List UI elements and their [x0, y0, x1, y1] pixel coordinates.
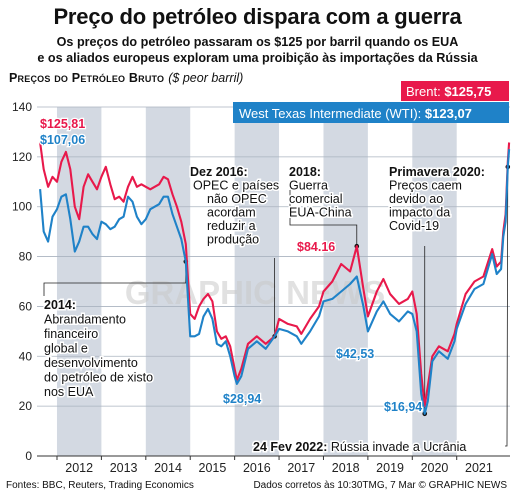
annotation-line: OPEC e países	[193, 179, 279, 193]
annotation-head: Dez 2016:	[190, 165, 248, 179]
x-tick-label: 2018	[332, 461, 360, 475]
annotation-line: produção	[207, 233, 259, 247]
y-axis-ticks: 0 20 40 60 80 100 120 140	[12, 100, 32, 463]
legend-brent-box	[401, 81, 509, 101]
annotation-line: desenvolvimento	[44, 356, 138, 370]
value-label-brent: $84.16	[297, 240, 335, 254]
annotation-leader	[289, 190, 358, 247]
chart-subtitle-line-2: e os aliados europeus exploram uma proib…	[37, 51, 478, 65]
annotation-line: devido ao	[389, 192, 443, 206]
chart-heading: Preços do Petróleo Bruto ($ peor barril)	[9, 71, 243, 85]
annotation-line: Guerra	[289, 179, 328, 193]
annotation-line: do petróleo de xisto	[44, 371, 153, 385]
annotation-head: 24 Fev 2022:	[253, 440, 331, 454]
annotation-leaders	[43, 164, 511, 447]
x-tick-label: 2015	[199, 461, 227, 475]
y-tick-label: 140	[12, 100, 32, 114]
y-tick-label: 80	[19, 250, 33, 264]
annotation-head: Primavera 2020:	[389, 165, 485, 179]
annotation-line: Abrandamento	[44, 313, 126, 327]
year-bands	[56, 107, 457, 456]
x-tick-label: 2016	[243, 461, 271, 475]
annotation-leader	[505, 166, 509, 447]
y-tick-label: 40	[19, 349, 33, 363]
annotation-line: reduzir a	[207, 219, 256, 233]
annotation-line: comercial	[289, 192, 343, 206]
year-band	[145, 107, 191, 456]
source-note: Fontes: BBC, Reuters, Trading Economics	[6, 480, 194, 491]
year-band	[412, 107, 457, 456]
chart-title: Preço do petróleo dispara com a guerra	[53, 4, 462, 29]
y-tick-label: 60	[19, 299, 33, 313]
legend-brent-label: Brent:	[406, 84, 441, 99]
series-lines	[39, 142, 511, 415]
value-label-wti: $16,94	[384, 400, 422, 414]
legend-wti: West Texas Intermediate (WTI): $123,07	[239, 106, 472, 121]
y-tick-label: 20	[19, 399, 33, 413]
legend-wti-value: $123,07	[425, 106, 472, 121]
annotation-line: financeiro	[44, 327, 98, 341]
annotation-line: impacto da	[389, 206, 450, 220]
x-axis-ticks: 2012 2013 2014 2015 2016 2017 2018 2019 2020 2021	[56, 456, 493, 475]
legend-brent: Brent: $125,75	[406, 84, 491, 99]
x-tick-label: 2014	[154, 461, 182, 475]
timestamp-note: Dados corretos às 10:30TMG, 7 Mar © GRAP…	[253, 480, 507, 491]
value-label-brent: $125,81	[40, 117, 85, 131]
annotation-body: Rússia invade a Ucrânia	[331, 440, 467, 454]
legend-wti-box	[233, 102, 509, 123]
year-band	[323, 107, 368, 456]
x-tick-label: 2017	[287, 461, 315, 475]
legend: Brent: $125,75 West Texas Intermediate (…	[233, 81, 509, 123]
x-tick-label: 2020	[421, 461, 449, 475]
watermark: GRAPHIC NEWS	[125, 274, 385, 311]
chart-heading-unit: ($ peor barril)	[168, 71, 244, 85]
value-label-wti: $28,94	[223, 392, 261, 406]
annotation-line: Preços caem	[389, 179, 462, 193]
series-line-brent	[39, 142, 511, 408]
annotation-a2022: 24 Fev 2022: Rússia invade a Ucrânia	[252, 439, 468, 456]
x-tick-label: 2013	[110, 461, 138, 475]
annotation-line: acordam	[207, 206, 256, 220]
legend-wti-label: West Texas Intermediate (WTI):	[239, 106, 421, 121]
annotation-line: global e	[44, 342, 88, 356]
value-labels: $125,81 $107,06 $28,94 $84.16 $42,53 $16,94	[39, 116, 424, 416]
annotation-head: 2018:	[289, 165, 321, 179]
annotation-line: Covid-19	[389, 219, 439, 233]
y-tick-label: 100	[12, 200, 32, 214]
annotation-line: nos EUA	[44, 385, 94, 399]
chart-subtitle-line-1: Os preços do petróleo passaram os $125 p…	[56, 35, 459, 49]
legend-brent-value: $125,75	[444, 84, 491, 99]
annotation-line: EUA-China	[289, 206, 352, 220]
series-line-wti	[39, 149, 511, 415]
value-label-wti: $42,53	[336, 347, 374, 361]
year-band	[234, 107, 280, 456]
y-tick-label: 120	[12, 150, 32, 164]
x-tick-label: 2019	[376, 461, 404, 475]
year-band	[56, 107, 102, 456]
x-tick-label: 2021	[465, 461, 493, 475]
x-tick-label: 2012	[65, 461, 93, 475]
y-tick-label: 0	[25, 449, 32, 463]
value-label-wti: $107,06	[40, 133, 85, 147]
chart-heading-label: Preços do Petróleo Bruto	[9, 71, 165, 85]
annotation-head: 2014:	[44, 298, 76, 312]
gridlines	[37, 106, 510, 407]
annotation-line: não OPEC	[207, 192, 267, 206]
annotation-text: 24 Fev 2022: Rússia invade a Ucrânia	[253, 440, 466, 454]
